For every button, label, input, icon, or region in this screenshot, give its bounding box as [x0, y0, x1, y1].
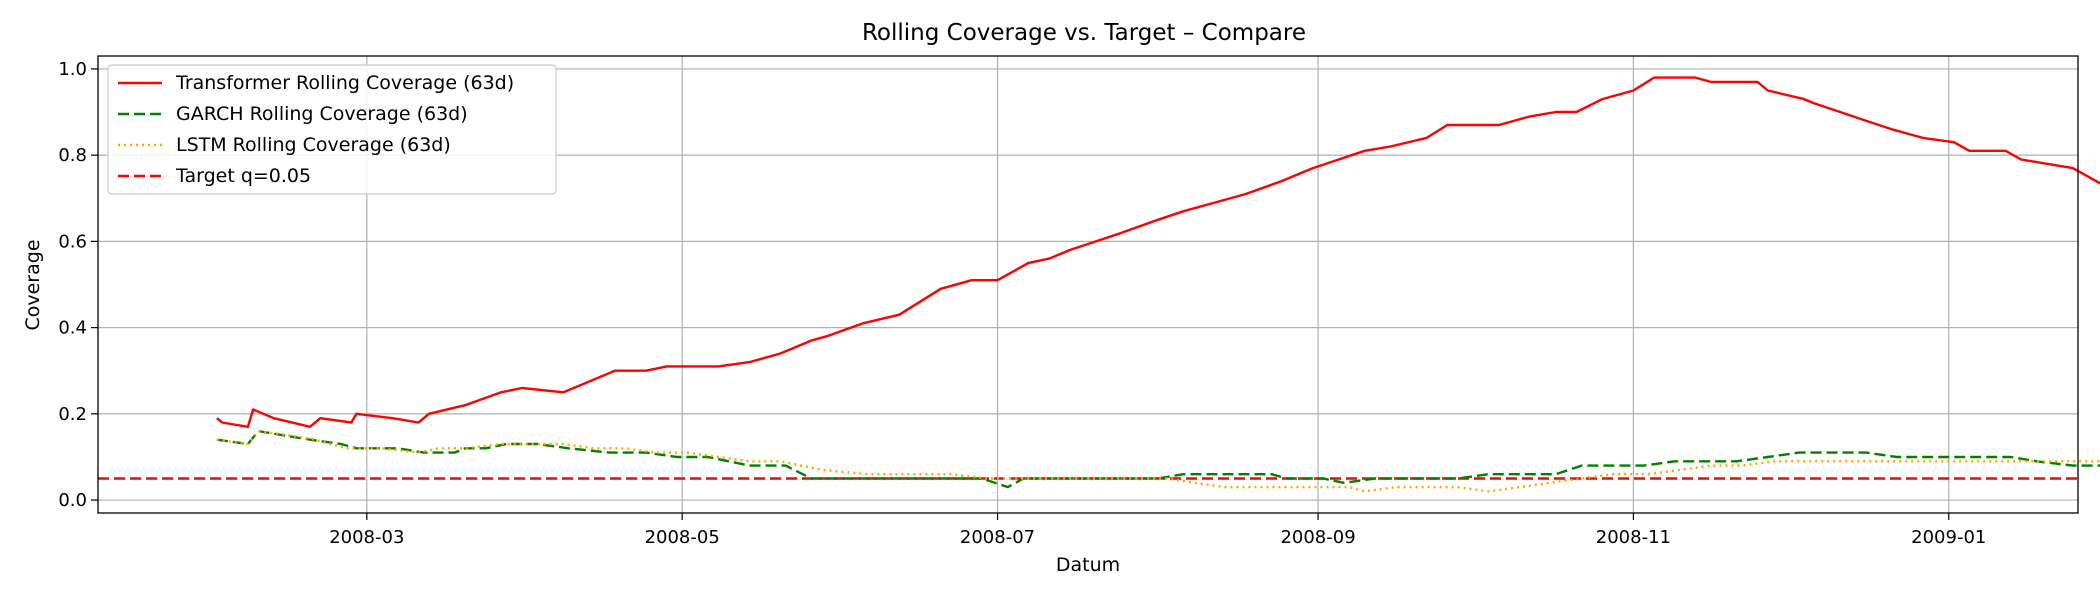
legend-label: Transformer Rolling Coverage (63d) — [175, 72, 514, 94]
legend-label: Target q=0.05 — [175, 165, 311, 187]
legend-box — [107, 64, 557, 195]
legend-label: LSTM Rolling Coverage (63d) — [176, 134, 451, 156]
y-tick-label: 0.0 — [58, 490, 87, 511]
legend: Transformer Rolling Coverage (63d) GARCH … — [107, 64, 557, 195]
x-tick-label: 2008-07 — [960, 527, 1035, 548]
x-tick-label: 2008-05 — [645, 527, 720, 548]
x-tick-label: 2008-09 — [1280, 527, 1355, 548]
y-tick-label: 0.8 — [58, 145, 87, 166]
y-axis: 0.0 0.2 0.4 0.6 0.8 1.0 — [58, 59, 98, 511]
y-tick-label: 0.6 — [58, 231, 87, 252]
chart-title: Rolling Coverage vs. Target – Compare — [862, 20, 1306, 46]
x-tick-label: 2008-11 — [1596, 527, 1671, 548]
series-line-1 — [216, 429, 2100, 489]
plot-frame — [97, 55, 2079, 514]
y-tick-label: 0.2 — [58, 404, 87, 425]
series-line-2 — [216, 429, 2100, 493]
y-axis-label: Coverage — [22, 239, 44, 330]
x-axis: 2008-03 2008-05 2008-07 2008-09 2008-11 2009-… — [329, 513, 1986, 548]
x-axis-label: Datum — [1056, 554, 1120, 576]
legend-label: GARCH Rolling Coverage (63d) — [176, 103, 468, 125]
y-tick-label: 0.4 — [58, 318, 87, 339]
y-tick-label: 1.0 — [58, 59, 87, 80]
series-line-0 — [216, 76, 2100, 428]
x-tick-label: 2008-03 — [329, 527, 404, 548]
x-tick-label: 2009-01 — [1911, 527, 1986, 548]
series-lines — [216, 76, 2100, 493]
